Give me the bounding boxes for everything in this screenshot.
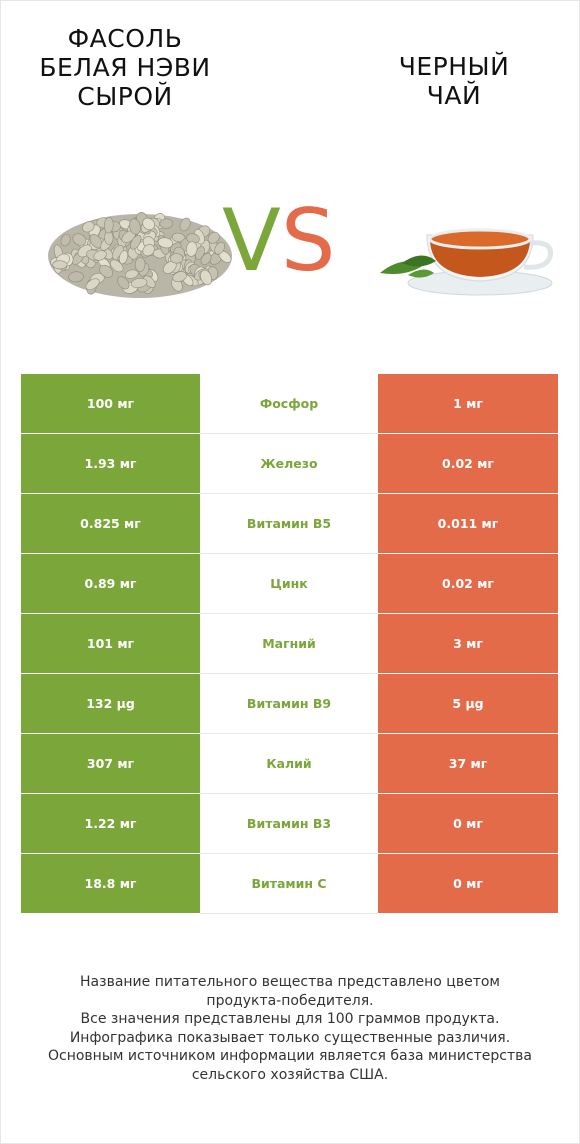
right-value: 0 мг bbox=[378, 854, 558, 913]
table-row: 0.89 мг Цинк 0.02 мг bbox=[21, 554, 558, 614]
left-value: 132 µg bbox=[21, 674, 200, 733]
right-value: 5 µg bbox=[378, 674, 558, 733]
left-value: 307 мг bbox=[21, 734, 200, 793]
footer-line: Название питательного вещества представл… bbox=[80, 974, 500, 990]
bean bbox=[134, 257, 146, 272]
bean bbox=[82, 221, 95, 233]
nutrient-name: Магний bbox=[200, 614, 378, 673]
right-product-title: ЧЕРНЫЙ ЧАЙ bbox=[334, 52, 574, 110]
right-value: 0 мг bbox=[378, 794, 558, 853]
nutrient-name: Фосфор bbox=[200, 374, 378, 433]
footer-line: Все значения представлены для 100 граммо… bbox=[80, 1011, 500, 1027]
left-product-title: ФАСОЛЬ БЕЛАЯ НЭВИ СЫРОЙ bbox=[5, 24, 245, 111]
footer-line: продукта-победителя. bbox=[206, 992, 374, 1009]
bean bbox=[172, 271, 187, 283]
footer-line: Основным источником информации является … bbox=[48, 1048, 532, 1064]
nutrient-name: Калий bbox=[200, 734, 378, 793]
bean bbox=[200, 269, 212, 286]
bean bbox=[72, 233, 87, 246]
bean bbox=[200, 252, 212, 266]
nutrient-name: Витамин B9 bbox=[200, 674, 378, 733]
table-row: 18.8 мг Витамин C 0 мг bbox=[21, 854, 558, 914]
bean bbox=[85, 278, 100, 291]
comparison-table: 100 мг Фосфор 1 мг 1.93 мг Железо 0.02 м… bbox=[21, 374, 558, 914]
nutrient-name: Витамин B5 bbox=[200, 494, 378, 553]
left-title-line: СЫРОЙ bbox=[77, 82, 173, 111]
right-value: 0.011 мг bbox=[378, 494, 558, 553]
right-title-line: ЧАЙ bbox=[426, 81, 482, 110]
beans-image bbox=[48, 211, 232, 298]
bean bbox=[68, 271, 84, 283]
table-row: 101 мг Магний 3 мг bbox=[21, 614, 558, 674]
right-value: 1 мг bbox=[378, 374, 558, 433]
bean bbox=[143, 275, 156, 289]
bean bbox=[142, 244, 155, 257]
bean bbox=[207, 231, 220, 244]
bean bbox=[130, 234, 142, 250]
bean bbox=[117, 276, 130, 290]
nutrient-name: Витамин C bbox=[200, 854, 378, 913]
bean bbox=[93, 250, 107, 261]
left-value: 1.22 мг bbox=[21, 794, 200, 853]
bean bbox=[214, 242, 225, 255]
table-row: 1.93 мг Железо 0.02 мг bbox=[21, 434, 558, 494]
bean bbox=[179, 217, 191, 232]
bean bbox=[52, 260, 68, 270]
nutrient-name: Цинк bbox=[200, 554, 378, 613]
left-value: 0.825 мг bbox=[21, 494, 200, 553]
bean bbox=[124, 269, 139, 279]
left-title-line: ФАСОЛЬ bbox=[67, 24, 183, 53]
vs-v: V bbox=[222, 191, 281, 291]
nutrient-name: Железо bbox=[200, 434, 378, 493]
footer-line: Инфографика показывает только существенн… bbox=[69, 1029, 511, 1046]
bean bbox=[159, 218, 174, 229]
right-value: 0.02 мг bbox=[378, 554, 558, 613]
right-value: 0.02 мг bbox=[378, 434, 558, 493]
left-value: 18.8 мг bbox=[21, 854, 200, 913]
nutrient-name: Витамин B3 bbox=[200, 794, 378, 853]
table-row: 132 µg Витамин B9 5 µg bbox=[21, 674, 558, 734]
table-row: 1.22 мг Витамин B3 0 мг bbox=[21, 794, 558, 854]
table-row: 307 мг Калий 37 мг bbox=[21, 734, 558, 794]
left-value: 1.93 мг bbox=[21, 434, 200, 493]
bean bbox=[169, 253, 184, 264]
bean bbox=[142, 217, 155, 231]
left-value: 0.89 мг bbox=[21, 554, 200, 613]
right-value: 3 мг bbox=[378, 614, 558, 673]
right-title-line: ЧЕРНЫЙ bbox=[398, 52, 510, 81]
left-value: 101 мг bbox=[21, 614, 200, 673]
left-value: 100 мг bbox=[21, 374, 200, 433]
bean bbox=[118, 250, 129, 265]
bean bbox=[103, 217, 114, 234]
footer-note: Название питательного вещества представл… bbox=[20, 973, 560, 1084]
left-title-line: БЕЛАЯ НЭВИ bbox=[39, 53, 211, 82]
vs-s: S bbox=[280, 191, 336, 291]
footer-line: сельского хозяйства США. bbox=[191, 1066, 389, 1083]
bean bbox=[130, 277, 148, 289]
bean bbox=[60, 233, 71, 247]
table-row: 100 мг Фосфор 1 мг bbox=[21, 374, 558, 434]
vs-label: VS bbox=[222, 196, 335, 286]
right-value: 37 мг bbox=[378, 734, 558, 793]
table-row: 0.825 мг Витамин B5 0.011 мг bbox=[21, 494, 558, 554]
bean bbox=[99, 264, 113, 278]
bean bbox=[185, 241, 198, 257]
bean bbox=[129, 218, 141, 235]
bean bbox=[157, 237, 174, 249]
tea-cup-image bbox=[380, 228, 554, 296]
